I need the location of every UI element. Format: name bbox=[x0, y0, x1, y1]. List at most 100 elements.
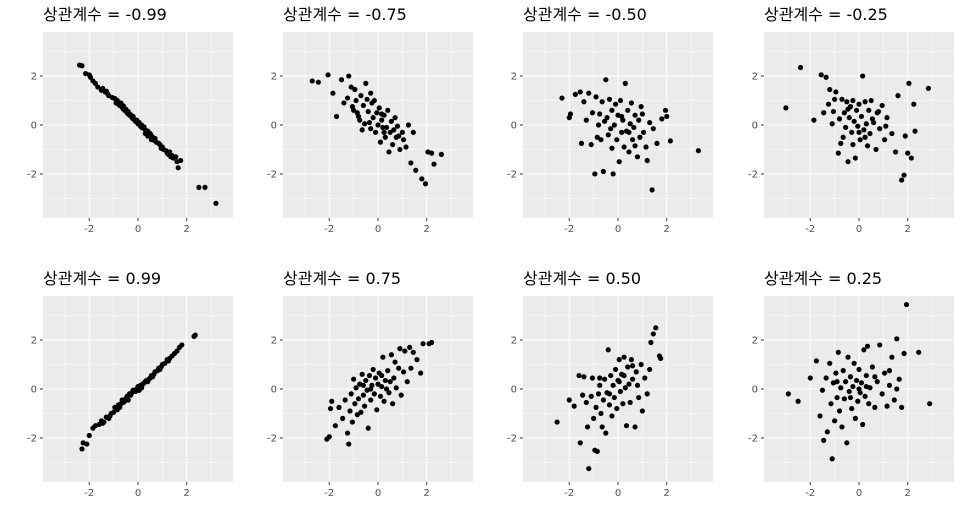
scatter-panel-4: 상관계수 = -0.25 -2 0 2 2 0 -2 bbox=[748, 5, 954, 235]
data-point bbox=[403, 144, 409, 150]
data-point bbox=[589, 110, 596, 116]
data-point bbox=[642, 375, 648, 381]
data-point bbox=[620, 401, 626, 407]
y-tick-label: 0 bbox=[752, 385, 758, 396]
data-point bbox=[344, 95, 351, 101]
data-point bbox=[626, 149, 632, 155]
data-point bbox=[849, 129, 855, 135]
data-point bbox=[125, 111, 131, 117]
data-point bbox=[117, 404, 123, 410]
data-point bbox=[418, 370, 424, 376]
data-point bbox=[634, 154, 641, 160]
data-point bbox=[632, 112, 638, 118]
data-point bbox=[580, 392, 586, 398]
y-tick-label: 0 bbox=[271, 121, 277, 132]
data-point bbox=[571, 403, 577, 409]
data-point bbox=[927, 401, 933, 407]
data-point bbox=[828, 401, 834, 407]
data-point bbox=[845, 354, 851, 360]
data-point bbox=[174, 348, 180, 354]
scatter-panel-7: 상관계수 = 0.50 -2 0 2 2 0 -2 bbox=[507, 269, 713, 499]
data-point bbox=[168, 154, 174, 160]
data-point bbox=[838, 140, 844, 146]
data-point bbox=[325, 72, 331, 78]
x-tick-label: 0 bbox=[135, 224, 141, 235]
data-point bbox=[819, 387, 826, 393]
data-point bbox=[841, 110, 847, 116]
data-point bbox=[379, 117, 385, 123]
y-tick-label: 2 bbox=[511, 336, 517, 347]
data-point bbox=[795, 398, 801, 404]
data-point bbox=[649, 187, 655, 193]
data-point bbox=[647, 119, 653, 126]
data-point bbox=[818, 72, 824, 78]
data-point bbox=[602, 376, 608, 382]
data-point bbox=[695, 148, 701, 154]
data-point bbox=[165, 358, 172, 364]
data-point bbox=[392, 359, 398, 365]
data-point bbox=[360, 392, 366, 398]
data-point bbox=[595, 391, 602, 397]
x-tick-label: 2 bbox=[905, 224, 911, 235]
data-point bbox=[362, 403, 368, 409]
data-point bbox=[366, 119, 373, 126]
x-tick-label: 2 bbox=[184, 224, 190, 235]
data-point bbox=[864, 343, 871, 349]
data-point bbox=[606, 402, 613, 408]
data-point bbox=[606, 391, 613, 397]
y-tick-label: 2 bbox=[31, 72, 37, 83]
data-point bbox=[614, 405, 620, 412]
data-point bbox=[853, 107, 860, 113]
data-point bbox=[588, 393, 594, 399]
data-point bbox=[654, 140, 660, 146]
y-tick-label: 2 bbox=[752, 336, 758, 347]
panel-title: 상관계수 = 0.99 bbox=[43, 269, 161, 288]
data-point bbox=[175, 165, 181, 171]
data-point bbox=[583, 117, 589, 123]
data-point bbox=[600, 168, 606, 175]
data-point bbox=[414, 357, 420, 363]
data-point bbox=[863, 383, 869, 390]
data-point bbox=[633, 369, 639, 375]
data-point bbox=[860, 73, 866, 79]
x-tick-label: 2 bbox=[424, 224, 430, 235]
data-point bbox=[597, 382, 603, 388]
x-tick-label: -2 bbox=[84, 488, 94, 499]
x-tick-label: 0 bbox=[856, 224, 862, 235]
y-tick-label: 2 bbox=[31, 336, 37, 347]
data-point bbox=[372, 375, 379, 381]
data-point bbox=[612, 101, 619, 107]
data-point bbox=[567, 111, 574, 117]
x-tick-label: -2 bbox=[564, 488, 574, 499]
data-point bbox=[852, 415, 858, 421]
data-point bbox=[157, 366, 163, 373]
y-tick-label: 0 bbox=[511, 121, 517, 132]
data-point bbox=[368, 126, 374, 132]
data-point bbox=[593, 94, 599, 100]
data-point bbox=[597, 111, 603, 117]
x-tick-label: -2 bbox=[324, 224, 334, 235]
data-point bbox=[617, 97, 624, 104]
data-point bbox=[396, 133, 402, 139]
data-point bbox=[179, 342, 185, 348]
data-point bbox=[330, 90, 336, 96]
data-point bbox=[850, 141, 856, 148]
data-point bbox=[886, 368, 893, 374]
data-point bbox=[858, 380, 865, 386]
scatter-panel-3: 상관계수 = -0.50 -2 0 2 2 0 -2 bbox=[507, 5, 713, 235]
x-tick-label: 2 bbox=[184, 488, 190, 499]
data-point bbox=[855, 123, 861, 129]
data-point bbox=[610, 171, 616, 177]
data-point bbox=[333, 113, 340, 120]
data-point bbox=[392, 115, 398, 121]
scatter-panel-8: 상관계수 = 0.25 -2 0 2 2 0 -2 bbox=[748, 269, 954, 499]
data-point bbox=[377, 139, 384, 145]
data-point bbox=[120, 106, 126, 112]
data-point bbox=[879, 102, 885, 109]
data-point bbox=[559, 95, 565, 101]
data-point bbox=[856, 386, 862, 392]
data-point bbox=[884, 115, 890, 121]
data-point bbox=[332, 423, 338, 429]
data-point bbox=[600, 397, 606, 403]
data-point bbox=[379, 111, 385, 117]
